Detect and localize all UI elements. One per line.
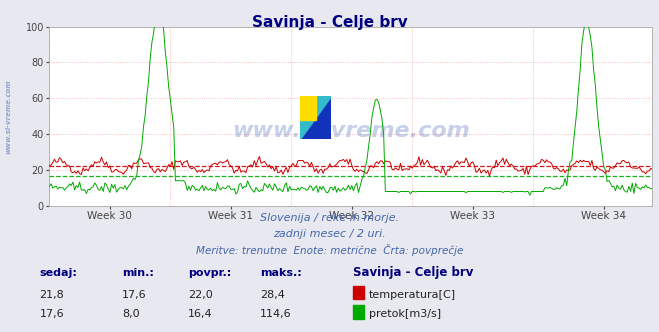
Text: 8,0: 8,0 <box>122 309 140 319</box>
Text: 17,6: 17,6 <box>40 309 64 319</box>
Text: temperatura[C]: temperatura[C] <box>369 290 456 300</box>
Text: maks.:: maks.: <box>260 268 302 278</box>
Bar <box>300 96 316 120</box>
Text: Slovenija / reke in morje.: Slovenija / reke in morje. <box>260 213 399 223</box>
Text: 17,6: 17,6 <box>122 290 146 300</box>
Text: min.:: min.: <box>122 268 154 278</box>
Text: Savinja - Celje brv: Savinja - Celje brv <box>252 15 407 30</box>
Text: 114,6: 114,6 <box>260 309 292 319</box>
Text: pretok[m3/s]: pretok[m3/s] <box>369 309 441 319</box>
Text: Savinja - Celje brv: Savinja - Celje brv <box>353 266 473 279</box>
Polygon shape <box>300 96 331 139</box>
Text: Meritve: trenutne  Enote: metrične  Črta: povprečje: Meritve: trenutne Enote: metrične Črta: … <box>196 244 463 256</box>
Text: 16,4: 16,4 <box>188 309 212 319</box>
Polygon shape <box>300 96 331 139</box>
Text: 28,4: 28,4 <box>260 290 285 300</box>
Text: www.si-vreme.com: www.si-vreme.com <box>232 121 470 140</box>
Text: zadnji mesec / 2 uri.: zadnji mesec / 2 uri. <box>273 229 386 239</box>
Text: www.si-vreme.com: www.si-vreme.com <box>5 79 11 153</box>
Text: povpr.:: povpr.: <box>188 268 231 278</box>
Text: 22,0: 22,0 <box>188 290 213 300</box>
Text: sedaj:: sedaj: <box>40 268 77 278</box>
Text: 21,8: 21,8 <box>40 290 65 300</box>
